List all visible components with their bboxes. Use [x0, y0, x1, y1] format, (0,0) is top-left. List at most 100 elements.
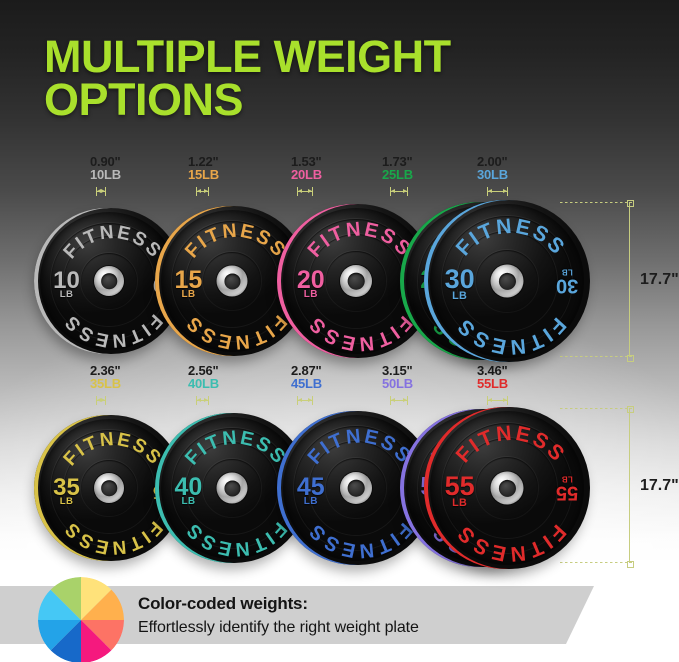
banner-title: Color-coded weights: [138, 594, 308, 613]
plate-bore [223, 479, 241, 497]
thickness-arrow [390, 396, 408, 405]
plate-brand-text: FITNESS FITNESS [60, 429, 164, 557]
plate-groove [456, 437, 558, 539]
plate-weight-number: 10 LB [53, 266, 80, 299]
plate-bore [347, 272, 365, 290]
plate-bore [101, 480, 117, 496]
plate-groove [325, 457, 387, 519]
thickness-value: 2.36" [90, 363, 121, 378]
plate-label-20lb: 1.53" 20LB [291, 155, 322, 182]
weight-unit: LB [181, 289, 196, 301]
plate-weight-number: 35 LB [53, 473, 80, 507]
plate-label-15lb: 1.22" 15LB [188, 155, 219, 182]
bumper-plate-20lb[interactable]: FITNESS FITNESS 20LB20LB [277, 204, 431, 358]
svg-text:FITNESS: FITNESS [452, 422, 570, 468]
plate-weight-number: 55 LB [444, 470, 475, 509]
plate-brand-text: FITNESS FITNESS [304, 425, 417, 561]
svg-text:FITNESS: FITNESS [304, 425, 417, 468]
thickness-arrow [390, 187, 408, 196]
color-wheel-segment [81, 620, 124, 651]
thickness-arrow [96, 187, 106, 196]
weight-unit: LB [452, 496, 468, 509]
plate-groove [440, 214, 574, 348]
weight-number: 10 [53, 266, 80, 294]
banner-text-block: Color-coded weights: Effortlessly identi… [138, 592, 618, 639]
svg-text:FITNESS: FITNESS [60, 310, 166, 350]
weight-unit: LB [452, 289, 468, 302]
height-dimension-row-1: 17.7" [560, 200, 679, 362]
plate-face: FITNESS FITNESS 10LB10LB [40, 212, 178, 350]
thickness-value: 1.73" [382, 154, 413, 169]
svg-text:FITNESS: FITNESS [452, 313, 570, 358]
color-wheel-segment [81, 620, 112, 662]
thickness-arrow [196, 396, 209, 405]
plate-brand-text: FITNESS FITNESS [452, 215, 570, 358]
color-wheel-icon [38, 577, 124, 662]
plate-brand-text: FITNESS FITNESS [181, 220, 291, 352]
thickness-value: 0.90" [90, 154, 121, 169]
plate-weight-number: 15 LB [174, 266, 203, 301]
weight-number: 55 [444, 470, 475, 501]
bumper-plate-55lb[interactable]: FITNESS FITNESS 55 LB 55 LB [424, 407, 586, 569]
color-wheel-segment [38, 620, 81, 651]
plate-label-35lb: 2.36" 35LB [90, 364, 121, 391]
weight-number: 30 [556, 274, 579, 297]
color-wheel-segment [81, 589, 124, 620]
svg-text:FITNESS: FITNESS [304, 311, 417, 354]
bumper-plate-15lb[interactable]: FITNESS FITNESS 15LB15LB [155, 206, 305, 356]
plate-bore [498, 272, 516, 290]
weight-value: 25LB [382, 167, 413, 183]
plate-label-50lb: 3.15" 50LB [382, 364, 413, 391]
plate-face: FITNESS FITNESS 35LB35LB [40, 419, 178, 557]
plate-brand-text: FITNESS FITNESS [60, 222, 166, 350]
weight-value: 15LB [188, 167, 219, 183]
plate-brand-text: FITNESS FITNESS [452, 422, 570, 565]
plate-center-hub [216, 472, 248, 504]
plate-weight-number: 45 LB [297, 474, 325, 507]
thickness-arrow [196, 187, 209, 196]
plate-groove [80, 252, 138, 310]
height-dimension-label-row-2: 17.7" [640, 476, 679, 494]
plate-label-25lb: 1.73" 25LB [382, 155, 413, 182]
thickness-value: 3.15" [382, 363, 413, 378]
weight-number: 55 [556, 481, 579, 504]
color-wheel-segment [50, 620, 81, 662]
thickness-value: 2.00" [477, 154, 508, 169]
bumper-plate-30lb[interactable]: FITNESS FITNESS 30 LB 30 LB [424, 200, 586, 362]
plate-label-55lb: 3.46" 55LB [477, 364, 508, 391]
bumper-plate-10lb[interactable]: FITNESS FITNESS 10LB10LB [34, 208, 180, 354]
weight-number: 15 [174, 266, 203, 295]
weight-number: 30 [444, 263, 475, 294]
plate-face: FITNESS FITNESS 15LB15LB [161, 210, 303, 352]
plate-brand-text: FITNESS FITNESS [181, 427, 289, 559]
plate-row-1: FITNESSFITNESS10LB10LBFITNESSFITNESS15LB… [0, 198, 679, 373]
thickness-value: 1.22" [188, 154, 219, 169]
svg-text:FITNESS: FITNESS [60, 222, 166, 263]
plate-brand-text: FITNESS FITNESS [304, 218, 417, 354]
thickness-arrow [297, 396, 313, 405]
page-title: MULTIPLE WEIGHT OPTIONS [44, 31, 451, 125]
weight-unit: LB [59, 495, 74, 507]
weight-value: 10LB [90, 167, 121, 183]
plate-bore [101, 273, 117, 289]
plate-label-45lb: 2.87" 45LB [291, 364, 322, 391]
plate-weight-number: 20 LB [297, 267, 325, 300]
thickness-value: 1.53" [291, 154, 322, 169]
weight-value: 30LB [477, 167, 508, 183]
thickness-arrow [96, 396, 106, 405]
plate-groove [456, 230, 558, 332]
thickness-arrow [487, 396, 508, 405]
color-wheel-segment [81, 577, 112, 620]
plate-groove [80, 459, 138, 517]
plate-weight-number-secondary: 30 LB [556, 268, 579, 297]
weight-unit: LB [303, 288, 318, 300]
svg-text:FITNESS: FITNESS [181, 220, 291, 263]
plate-center-hub [490, 471, 524, 505]
weight-value: 40LB [188, 376, 219, 392]
thickness-value: 2.87" [291, 363, 322, 378]
plate-groove [440, 421, 574, 555]
svg-text:FITNESS: FITNESS [304, 218, 417, 261]
weight-number: 35 [53, 473, 80, 501]
plate-bore [498, 479, 516, 497]
